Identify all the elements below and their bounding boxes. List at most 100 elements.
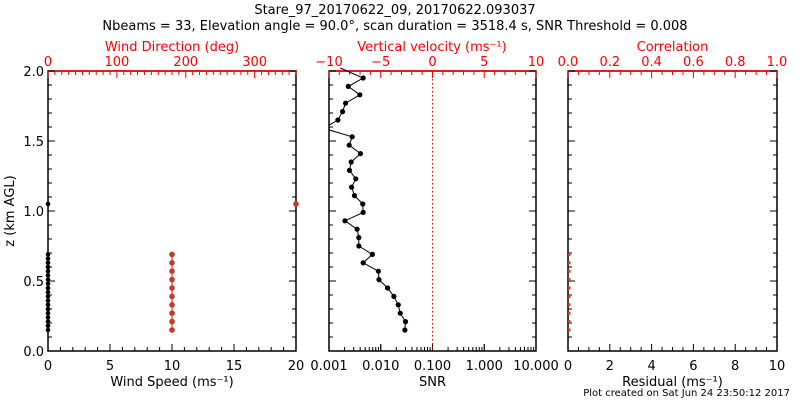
velocity-point [346,167,353,173]
wind-speed-point [45,201,51,207]
wind-direction-point [169,310,175,317]
velocity-point [348,159,354,165]
wind-direction-point [169,260,175,266]
wind-speed-point [45,273,51,278]
snr-tick-label: 1.000 [466,359,503,374]
velocity-axis-tick-label: 10 [528,55,545,70]
velocity-point [375,268,381,274]
wind-speed-point [45,277,51,282]
velocity-point [356,235,362,241]
velocity-axis-tick-label: −10 [315,55,342,70]
z-tick-label: 1.0 [23,205,44,220]
velocity-point [395,302,401,308]
wind-speed-point [45,315,51,320]
wind-speed-point [45,306,51,312]
residual-point [568,252,571,256]
wind-speed-point [45,252,51,257]
residual-axis-title: Residual (ms⁻¹) [622,375,723,390]
velocity-axis-tick-label: −5 [371,55,390,70]
residual-point [568,328,571,332]
correlation-axis-tick-label: 1.0 [767,55,788,70]
wind-direction-point [169,302,175,308]
wind-speed-axis-tick-label: 0 [44,359,52,374]
wind-speed-point [45,256,51,261]
velocity-axis-title: Vertical velocity (ms⁻¹) [357,40,506,55]
velocity-point [397,310,403,316]
wind-speed-axis-tick-label: 15 [226,359,243,374]
wind-speed-point [45,298,51,303]
velocity-point [349,134,355,140]
velocity-point [345,83,351,89]
residual-axis-tick-label: 2 [606,359,614,374]
correlation-axis-title: Correlation [637,40,709,55]
residual-point [568,286,571,290]
wind-speed-axis-tick-label: 5 [106,359,114,374]
snr-tick-label: 0.001 [310,359,347,374]
wind-speed-point [45,294,51,299]
wind-direction-point [169,268,175,275]
residual-axis-tick-label: 4 [647,359,655,374]
z-tick-label: 0.0 [23,345,44,360]
velocity-point [384,285,391,291]
footer-timestamp: Plot created on Sat Jun 24 23:50:12 2017 [583,388,790,399]
velocity-point [351,193,358,199]
figure-subtitle: Nbeams = 33, Elevation angle = 90.0°, sc… [102,19,687,34]
velocity-point [353,176,359,182]
velocity-point [357,92,363,98]
residual-axis-tick-label: 0 [564,359,572,374]
wind-direction-tick-label: 100 [104,55,129,70]
residual-axis-tick-label: 6 [689,359,697,374]
wind-speed-point [45,285,51,291]
wind-direction-point [169,251,175,258]
snr-axis-title: SNR [419,375,446,390]
wind-direction-point [293,201,299,207]
wind-speed-point [45,323,51,329]
velocity-point [376,277,382,283]
wind-direction-point [169,285,175,291]
velocity-point [360,260,366,266]
velocity-point [402,327,408,333]
residual-point [568,269,571,273]
wind-direction-point [169,293,175,300]
velocity-point [348,184,355,190]
correlation-axis-tick-label: 0.6 [683,55,704,70]
residual-point [568,294,571,298]
residual-axis-tick-label: 8 [731,359,739,374]
velocity-point [342,218,348,224]
wind-direction-axis-title: Wind Direction (deg) [105,40,239,55]
residual-point [568,303,571,307]
velocity-line [329,67,406,331]
z-tick-label: 2.0 [23,65,44,80]
correlation-axis-tick-label: 0.8 [725,55,746,70]
velocity-axis-tick-label: 5 [480,55,488,70]
residual-point [568,311,571,315]
wind-speed-axis-tick-label: 20 [288,359,305,374]
correlation-axis-tick-label: 0.4 [641,55,662,70]
wind-speed-point [45,281,51,287]
wind-speed-point [45,289,51,295]
velocity-point [356,243,362,249]
velocity-point [335,117,341,123]
velocity-point [369,251,375,257]
velocity-point [342,100,349,106]
velocity-point [360,75,366,81]
wind-direction-tick-label: 0 [44,55,52,70]
residual-axis-tick-label: 10 [769,359,786,374]
wind-speed-point [45,260,51,266]
wind-speed-point [45,302,51,308]
wind-speed-point [45,310,51,316]
velocity-point [354,226,360,232]
wind-speed-point [45,268,51,274]
correlation-axis-tick-label: 0.2 [599,55,620,70]
residual-point [568,261,571,265]
velocity-point [402,319,409,325]
wind-direction-tick-label: 200 [173,55,198,70]
wind-speed-axis-title: Wind Speed (ms⁻¹) [110,375,233,390]
snr-tick-label: 0.010 [362,359,399,374]
correlation-axis-tick-label: 0.0 [558,55,579,70]
wind-direction-point [169,276,175,283]
wind-speed-axis-tick-label: 10 [164,359,181,374]
z-tick-label: 1.5 [23,135,44,150]
velocity-point [391,293,397,299]
